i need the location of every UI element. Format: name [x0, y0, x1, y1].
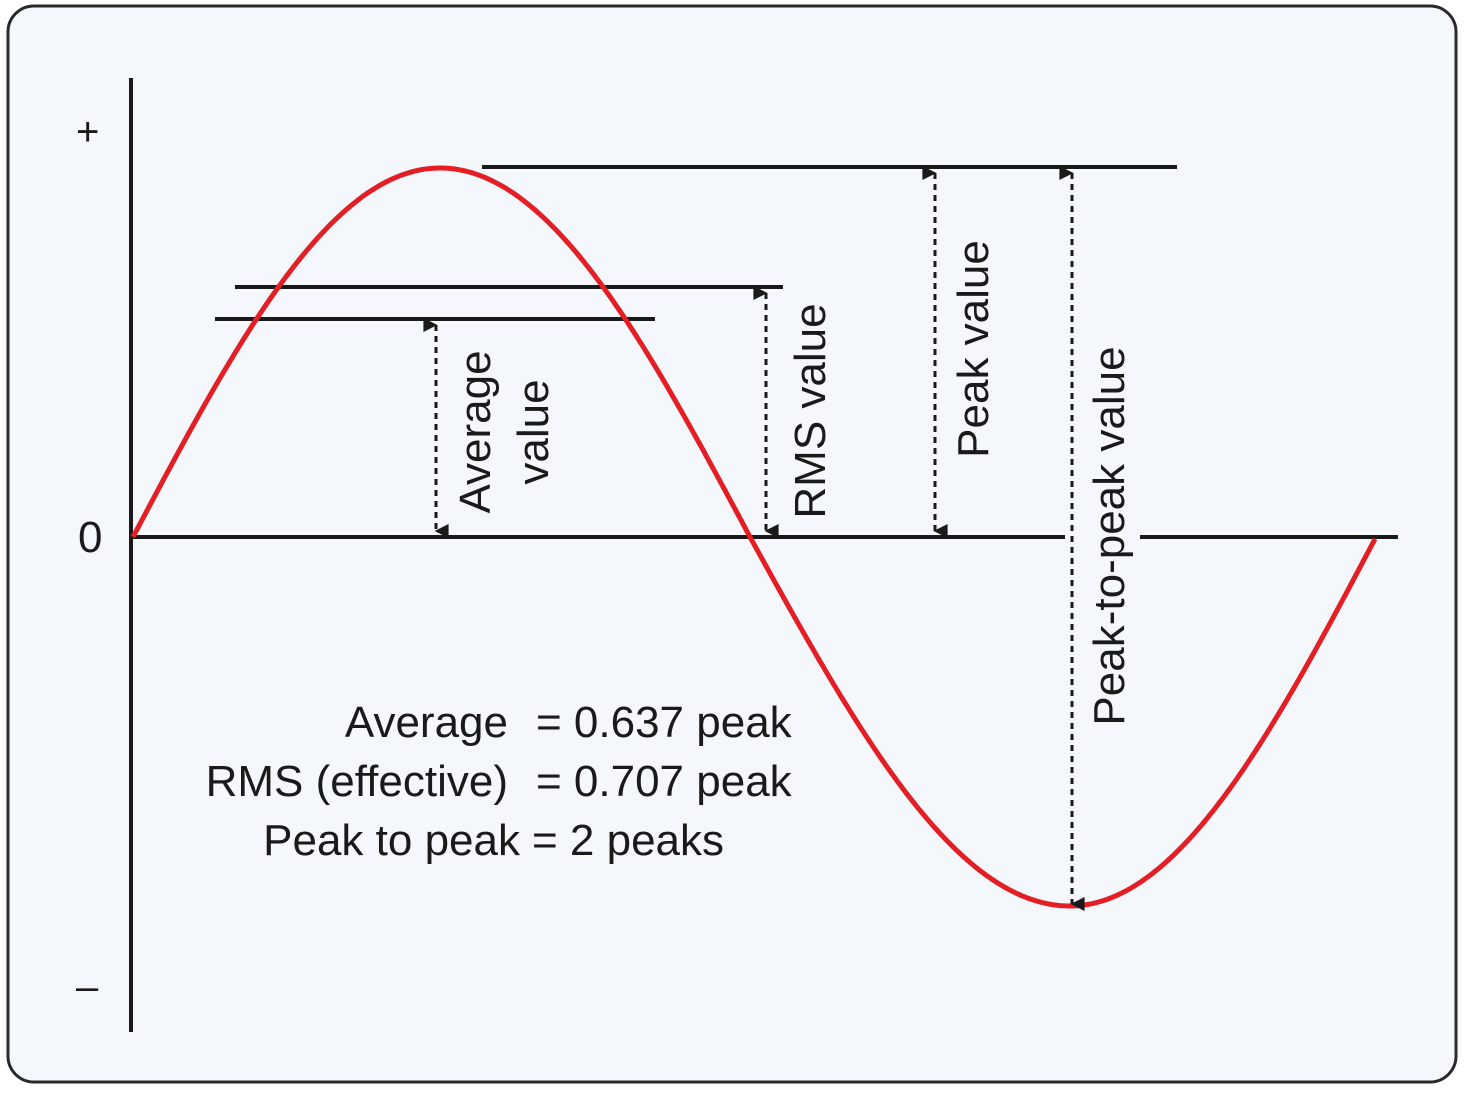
rms-label: RMS value [786, 303, 835, 518]
formula-average-value: = 0.637 peak [536, 698, 793, 747]
peak-to-peak-label: Peak-to-peak value [1085, 346, 1134, 725]
sine-wave [130, 165, 1378, 909]
formula-rms-value: = 0.707 peak [536, 757, 793, 806]
average-label-line2: value [509, 379, 558, 484]
average-label-line1: Average [451, 350, 500, 513]
zero-label: 0 [78, 513, 102, 562]
formula-p2p-name: Peak to peak [263, 816, 521, 865]
formula-rms-name: RMS (effective) [206, 757, 508, 806]
diagram-panel [6, 4, 1458, 1084]
peak-label: Peak value [949, 240, 998, 458]
formula-average-name: Average [345, 698, 508, 747]
minus-label: – [76, 965, 99, 1009]
formula-p2p-value: = 2 peaks [532, 816, 724, 865]
plus-label: + [76, 110, 99, 154]
